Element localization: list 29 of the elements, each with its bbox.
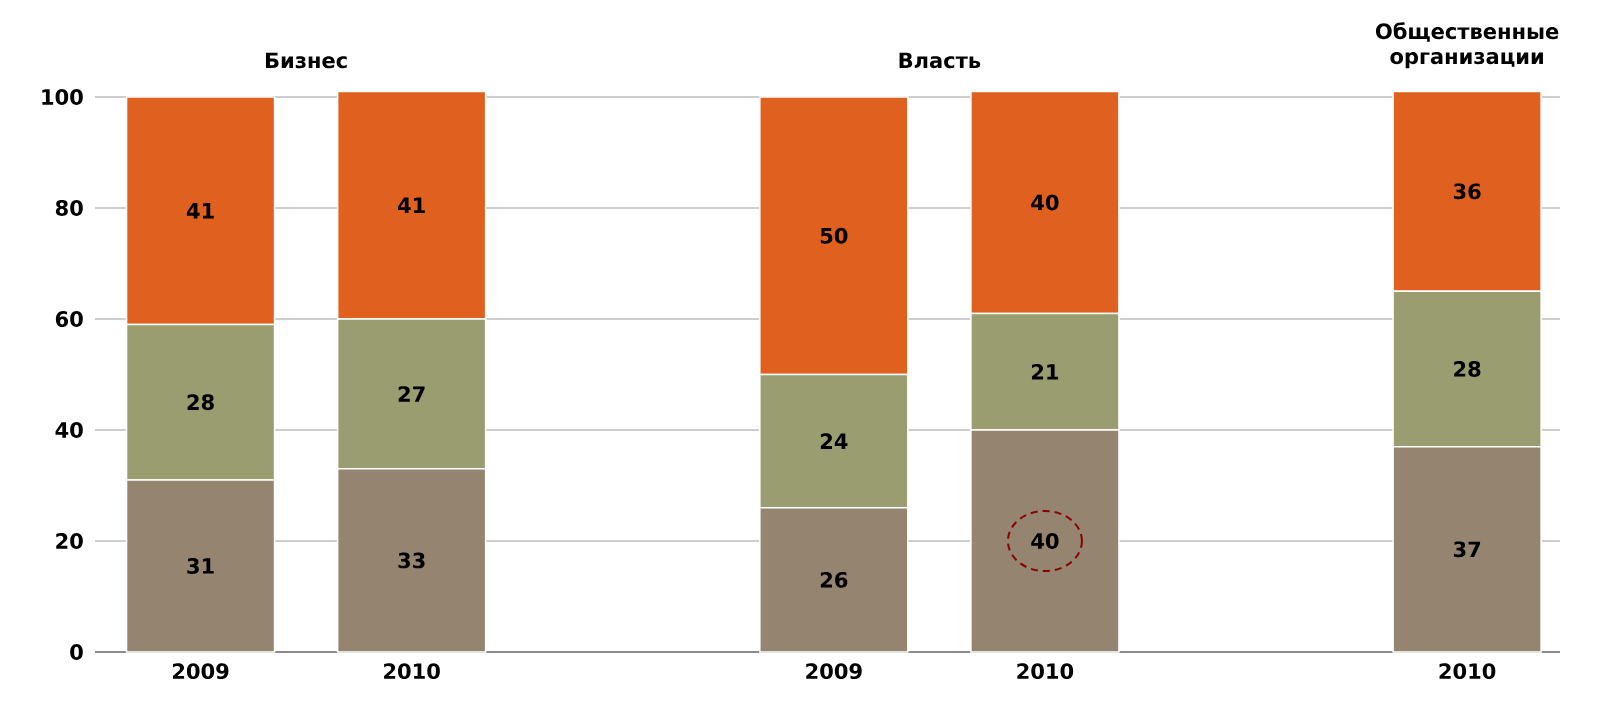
data-label: 33 [398, 552, 425, 569]
x-tick-label: 2010 [384, 663, 440, 680]
y-tick-label: 60 [55, 311, 83, 327]
data-label: 50 [820, 227, 848, 244]
y-tick-label: 40 [55, 422, 83, 438]
y-tick-label: 0 [70, 644, 83, 660]
data-label: 21 [1031, 363, 1059, 380]
data-label: 41 [186, 203, 214, 219]
x-tick-label: 2010 [1017, 663, 1074, 680]
x-tick-label: 2009 [172, 663, 229, 680]
text: Власть [899, 52, 981, 69]
data-label: 28 [1454, 361, 1481, 377]
data-label: 28 [187, 394, 214, 411]
data-label: 37 [1453, 541, 1481, 558]
text: Бизнес [265, 52, 347, 69]
x-tick-label: 2009 [806, 663, 862, 680]
data-label: 40 [1031, 194, 1059, 211]
data-label: 24 [820, 433, 848, 449]
x-tick-label: 2010 [1439, 663, 1496, 680]
y-tick-label: 100 [42, 89, 83, 105]
data-label: 27 [398, 386, 425, 402]
data-label: 41 [397, 197, 425, 213]
y-tick-label: 20 [56, 533, 83, 549]
data-label: 26 [820, 571, 848, 588]
text: Общественные организации [1375, 22, 1559, 69]
data-label: 31 [187, 558, 214, 574]
data-label: 40 [1031, 533, 1059, 549]
y-tick-label: 80 [55, 200, 83, 216]
data-label: 36 [1453, 183, 1481, 200]
